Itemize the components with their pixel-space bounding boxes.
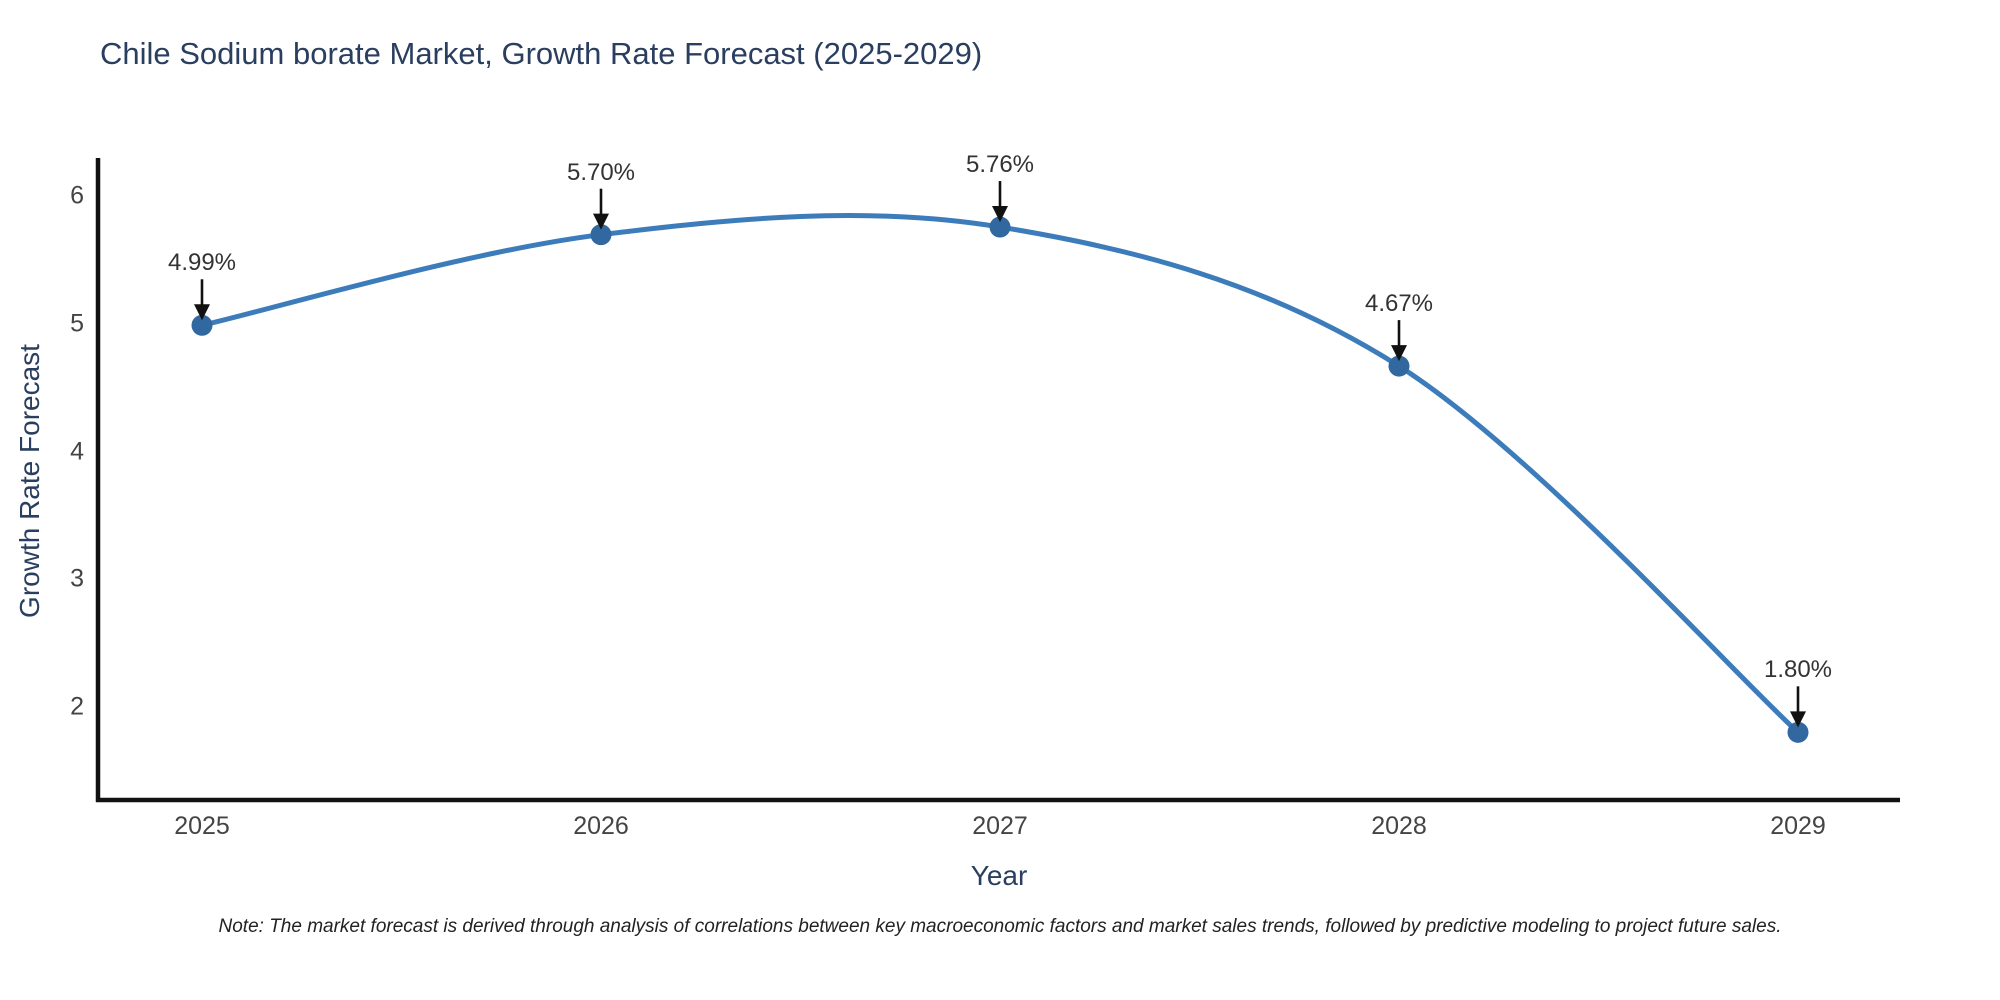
y-axis-title: Growth Rate Forecast bbox=[14, 344, 45, 618]
data-point-marker bbox=[1388, 355, 1410, 377]
y-tick-label: 4 bbox=[70, 437, 84, 466]
annotation-arrow-head bbox=[194, 304, 210, 321]
x-tick-label: 2027 bbox=[972, 812, 1028, 840]
annotation-arrows bbox=[194, 181, 1806, 728]
y-tick-label: 3 bbox=[70, 564, 84, 593]
point-value-annotation: 5.76% bbox=[965, 151, 1035, 179]
series-line bbox=[199, 213, 1801, 735]
data-point-marker bbox=[1787, 721, 1809, 743]
data-point-marker bbox=[989, 216, 1011, 238]
axes bbox=[95, 158, 1900, 803]
x-tick-label: 2026 bbox=[573, 812, 629, 840]
annotation-arrow-head bbox=[1391, 345, 1407, 362]
y-tick-label: 6 bbox=[70, 181, 84, 210]
y-tick-label: 5 bbox=[70, 309, 84, 338]
point-value-annotation: 4.67% bbox=[1364, 290, 1434, 318]
annotation-arrow-head bbox=[1790, 711, 1806, 728]
chart-title: Chile Sodium borate Market, Growth Rate … bbox=[100, 36, 983, 71]
y-tick-label: 2 bbox=[70, 692, 84, 721]
point-value-annotation: 5.70% bbox=[566, 158, 636, 186]
annotation-arrow-head bbox=[593, 213, 609, 230]
growth-rate-line-series bbox=[191, 213, 1809, 743]
x-tick-label: 2028 bbox=[1371, 812, 1427, 840]
x-axis-title: Year bbox=[970, 860, 1028, 891]
point-value-annotation: 4.99% bbox=[167, 249, 237, 277]
annotation-arrow-head bbox=[992, 206, 1008, 223]
data-point-marker bbox=[590, 224, 612, 246]
x-tick-label: 2029 bbox=[1770, 812, 1826, 840]
point-value-annotation: 1.80% bbox=[1763, 656, 1833, 684]
chart-footnote: Note: The market forecast is derived thr… bbox=[218, 916, 1782, 937]
data-point-marker bbox=[191, 314, 213, 336]
x-tick-label: 2025 bbox=[174, 812, 230, 840]
